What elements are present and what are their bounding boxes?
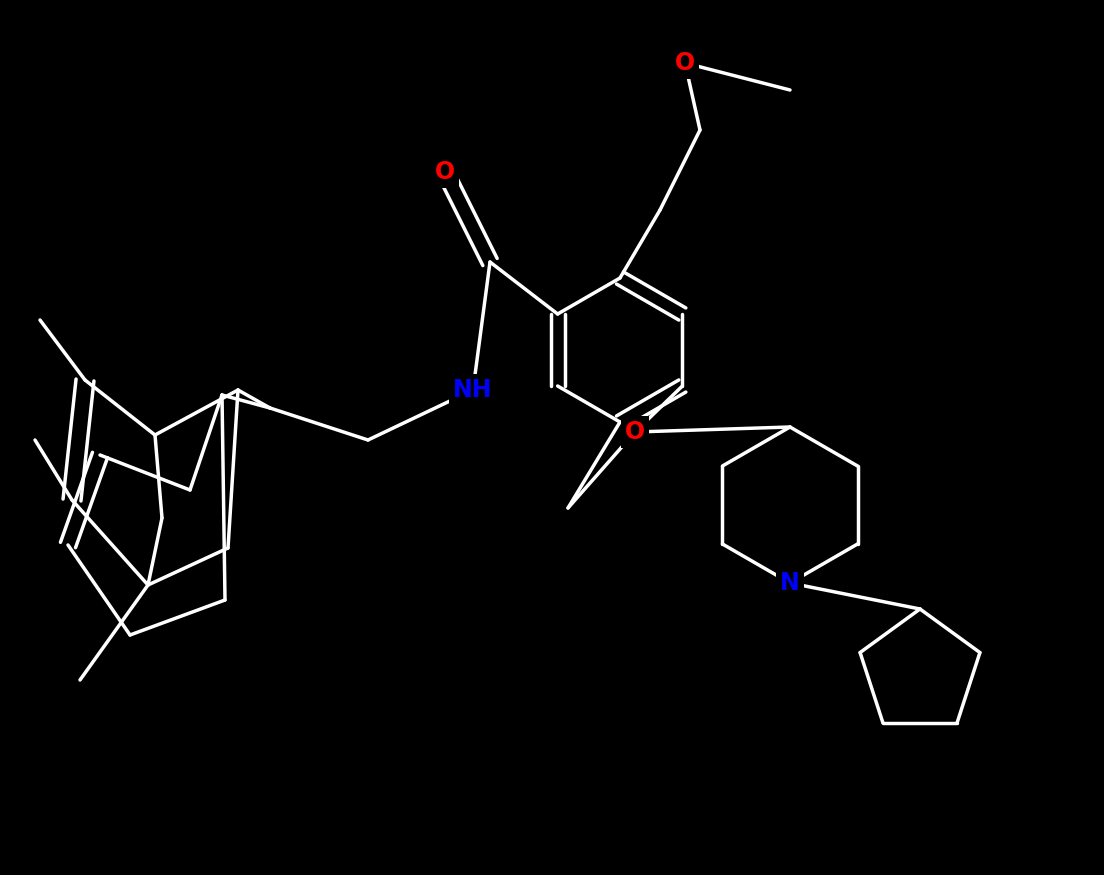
Text: O: O [675,51,696,75]
Text: O: O [625,420,645,444]
Text: O: O [435,160,455,184]
Text: N: N [781,571,800,595]
Text: NH: NH [454,378,492,402]
